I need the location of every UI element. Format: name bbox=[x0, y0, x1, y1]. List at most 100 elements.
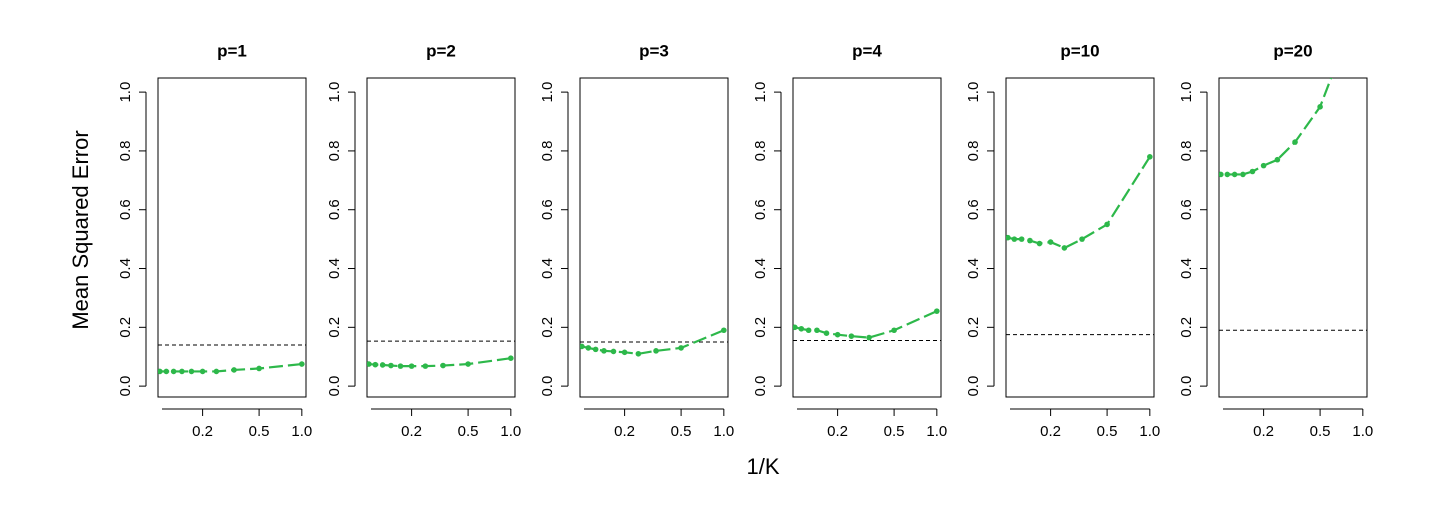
data-point bbox=[635, 350, 642, 357]
data-point bbox=[934, 308, 940, 314]
y-tick-label: 0.0 bbox=[326, 376, 343, 397]
plot-frame bbox=[157, 77, 307, 398]
y-tick-label: 0.4 bbox=[539, 258, 556, 279]
data-point bbox=[1224, 171, 1231, 178]
data-point bbox=[678, 345, 684, 351]
data-point bbox=[653, 348, 659, 354]
data-point bbox=[621, 349, 628, 356]
x-tick-label: 1.0 bbox=[1352, 423, 1373, 440]
panel: p=20 0.0 0.2 0.4 0.6 0.8 1.0 0.2 0.5 1.0 bbox=[1178, 41, 1373, 440]
plot-area bbox=[1219, 78, 1367, 331]
data-point bbox=[1027, 237, 1033, 244]
panel-title: p=3 bbox=[639, 41, 669, 60]
y-axis-label: Mean Squared Error bbox=[68, 130, 93, 329]
panel-title: p=2 bbox=[426, 41, 456, 60]
data-point bbox=[179, 368, 185, 375]
y-tick-label: 0.6 bbox=[965, 199, 982, 220]
data-point bbox=[1061, 245, 1068, 251]
data-point bbox=[170, 368, 177, 375]
plot-area bbox=[1006, 153, 1154, 336]
data-point bbox=[397, 363, 404, 369]
y-tick-label: 1.0 bbox=[752, 82, 769, 103]
y-tick-label: 0.0 bbox=[752, 376, 769, 397]
x-tick-label: 0.5 bbox=[1310, 423, 1331, 440]
y-tick-label: 0.8 bbox=[326, 140, 343, 161]
y-tick-label: 0.4 bbox=[1178, 258, 1195, 279]
y-tick-label: 0.0 bbox=[539, 376, 556, 397]
data-point bbox=[866, 334, 872, 341]
panel-title: p=10 bbox=[1060, 41, 1099, 60]
data-point bbox=[372, 361, 379, 368]
x-tick-label: 1.0 bbox=[500, 423, 521, 440]
y-tick-label: 0.2 bbox=[1178, 317, 1195, 338]
data-point bbox=[256, 365, 262, 372]
series-line bbox=[159, 362, 302, 373]
data-point bbox=[1036, 240, 1043, 247]
panel: p=4 0.0 0.2 0.4 0.6 0.8 1.0 0.2 0.5 1.0 bbox=[752, 41, 947, 439]
data-point bbox=[213, 368, 220, 375]
data-point bbox=[388, 362, 394, 369]
data-point bbox=[610, 348, 617, 355]
x-tick-label: 0.2 bbox=[1040, 423, 1061, 440]
data-point bbox=[1011, 236, 1018, 242]
panel-title: p=20 bbox=[1273, 41, 1312, 60]
data-point bbox=[805, 327, 812, 334]
data-point bbox=[199, 368, 206, 375]
data-point bbox=[367, 361, 372, 367]
data-point bbox=[848, 333, 855, 339]
x-tick-label: 1.0 bbox=[926, 423, 947, 440]
data-point bbox=[1274, 156, 1281, 163]
data-point bbox=[1047, 239, 1054, 245]
y-tick-label: 0.4 bbox=[326, 258, 343, 279]
series-line bbox=[581, 329, 725, 355]
data-point bbox=[1104, 221, 1110, 228]
data-point bbox=[1006, 234, 1011, 241]
data-point bbox=[585, 345, 592, 351]
y-tick-label: 0.4 bbox=[752, 258, 769, 279]
x-tick-label: 0.2 bbox=[1253, 423, 1274, 440]
y-tick-label: 0.0 bbox=[965, 376, 982, 397]
series-line bbox=[794, 310, 938, 339]
x-tick-label: 1.0 bbox=[713, 423, 734, 440]
y-tick-label: 0.0 bbox=[1178, 376, 1195, 397]
data-point bbox=[299, 361, 305, 367]
data-point bbox=[823, 330, 830, 337]
panel: p=3 0.0 0.2 0.4 0.6 0.8 1.0 0.2 0.5 1.0 bbox=[539, 41, 734, 439]
y-tick-label: 1.0 bbox=[1178, 82, 1195, 103]
y-tick-label: 1.0 bbox=[326, 82, 343, 103]
x-axis-label: 1/K bbox=[746, 454, 779, 479]
data-point bbox=[592, 346, 599, 353]
data-point bbox=[163, 368, 170, 375]
x-tick-label: 1.0 bbox=[291, 423, 312, 440]
x-tick-label: 0.2 bbox=[401, 423, 422, 440]
data-point bbox=[891, 327, 897, 334]
data-point bbox=[1317, 104, 1323, 110]
plot-area bbox=[158, 344, 306, 375]
data-point bbox=[1147, 153, 1153, 160]
y-tick-label: 0.6 bbox=[117, 199, 134, 220]
data-point bbox=[508, 355, 514, 361]
x-tick-label: 1.0 bbox=[1139, 423, 1160, 440]
plot-area bbox=[580, 327, 728, 357]
data-point bbox=[798, 325, 805, 332]
y-tick-label: 0.8 bbox=[117, 140, 134, 161]
x-tick-label: 0.5 bbox=[249, 423, 270, 440]
plot-frame bbox=[792, 77, 942, 398]
data-point bbox=[1292, 139, 1298, 145]
data-point bbox=[1079, 236, 1085, 242]
y-tick-label: 0.6 bbox=[539, 199, 556, 220]
data-point bbox=[1231, 171, 1238, 178]
y-tick-label: 0.2 bbox=[117, 317, 134, 338]
data-point bbox=[158, 368, 163, 375]
data-point bbox=[379, 362, 386, 368]
x-tick-label: 0.5 bbox=[1097, 423, 1118, 440]
y-tick-label: 0.8 bbox=[1178, 140, 1195, 161]
y-tick-label: 0.4 bbox=[965, 258, 982, 279]
y-tick-label: 0.2 bbox=[539, 317, 556, 338]
x-tick-label: 0.2 bbox=[192, 423, 213, 440]
panel: p=1 0.0 0.2 0.4 0.6 0.8 1.0 0.2 0.5 1.0 bbox=[117, 41, 312, 439]
series-line bbox=[368, 357, 511, 368]
y-tick-label: 0.2 bbox=[965, 317, 982, 338]
plot-frame bbox=[1218, 77, 1368, 398]
